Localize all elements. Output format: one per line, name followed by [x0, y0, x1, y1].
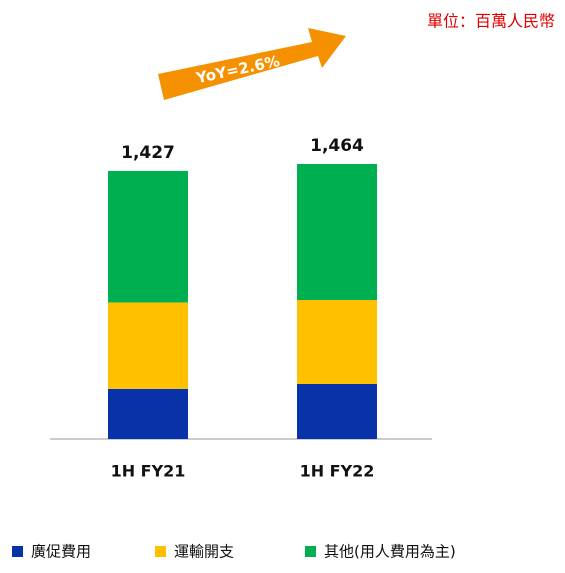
bar-segment	[108, 302, 188, 389]
legend-label: 其他(用人費用為主)	[324, 543, 456, 561]
x-tick-label: 1H FY21	[111, 462, 186, 481]
legend-label: 運輸開支	[174, 543, 234, 561]
bar-segment	[108, 388, 188, 439]
legend-swatch	[305, 546, 316, 557]
bar-segment	[297, 383, 377, 439]
arrow-shape	[158, 28, 346, 100]
unit-note: 單位：百萬人民幣	[427, 12, 555, 31]
legend-swatch	[155, 546, 166, 557]
bar-segment	[297, 164, 377, 300]
legend-swatch	[12, 546, 23, 557]
legend-label: 廣促費用	[31, 543, 91, 561]
total-label: 1,427	[121, 143, 175, 163]
bar-segment	[108, 170, 188, 303]
x-tick-label: 1H FY22	[300, 462, 375, 481]
annotation: YoY=2.6%	[194, 52, 282, 87]
total-label: 1,464	[310, 136, 364, 156]
yoy-arrow: YoY=2.6%	[158, 28, 346, 100]
bar-segment	[297, 299, 377, 384]
